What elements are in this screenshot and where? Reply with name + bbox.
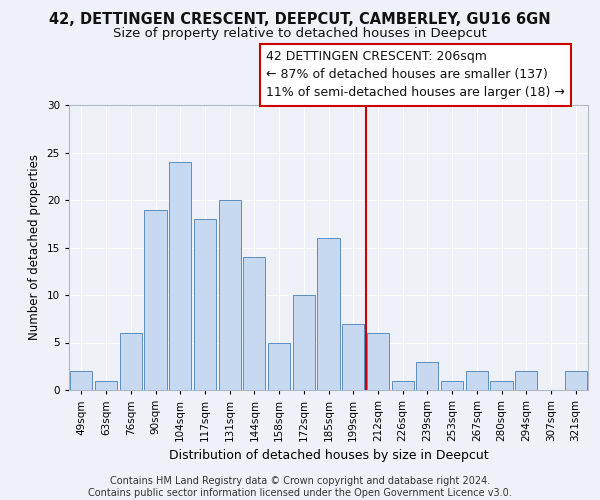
Bar bbox=[169, 162, 191, 390]
Bar bbox=[268, 342, 290, 390]
Bar bbox=[194, 219, 216, 390]
Bar bbox=[367, 333, 389, 390]
Bar bbox=[317, 238, 340, 390]
Bar bbox=[466, 371, 488, 390]
Bar bbox=[515, 371, 538, 390]
Text: Contains HM Land Registry data © Crown copyright and database right 2024.
Contai: Contains HM Land Registry data © Crown c… bbox=[88, 476, 512, 498]
Bar bbox=[441, 380, 463, 390]
Bar bbox=[565, 371, 587, 390]
Bar bbox=[218, 200, 241, 390]
Bar bbox=[70, 371, 92, 390]
Y-axis label: Number of detached properties: Number of detached properties bbox=[28, 154, 41, 340]
Text: 42, DETTINGEN CRESCENT, DEEPCUT, CAMBERLEY, GU16 6GN: 42, DETTINGEN CRESCENT, DEEPCUT, CAMBERL… bbox=[49, 12, 551, 28]
Bar bbox=[490, 380, 512, 390]
Bar bbox=[416, 362, 439, 390]
Bar bbox=[145, 210, 167, 390]
Bar bbox=[95, 380, 117, 390]
Bar bbox=[392, 380, 414, 390]
X-axis label: Distribution of detached houses by size in Deepcut: Distribution of detached houses by size … bbox=[169, 450, 488, 462]
Text: 42 DETTINGEN CRESCENT: 206sqm
← 87% of detached houses are smaller (137)
11% of : 42 DETTINGEN CRESCENT: 206sqm ← 87% of d… bbox=[266, 50, 565, 100]
Text: Size of property relative to detached houses in Deepcut: Size of property relative to detached ho… bbox=[113, 28, 487, 40]
Bar bbox=[243, 257, 265, 390]
Bar bbox=[119, 333, 142, 390]
Bar bbox=[342, 324, 364, 390]
Bar bbox=[293, 295, 315, 390]
